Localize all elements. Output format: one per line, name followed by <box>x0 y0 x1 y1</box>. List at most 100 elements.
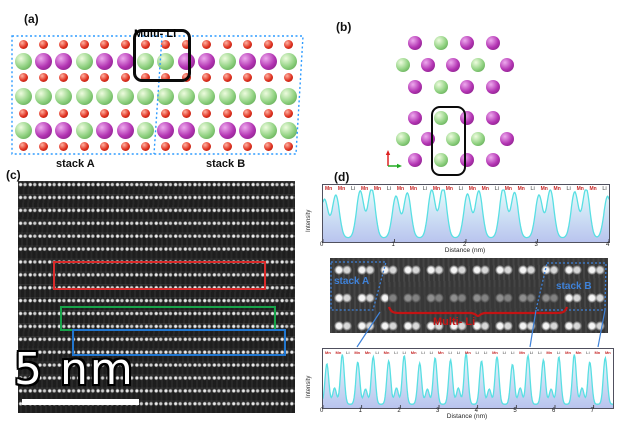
stack-a-label: stack A <box>56 158 95 170</box>
atom-o <box>283 141 293 151</box>
atom-li <box>434 36 448 50</box>
element-label-li: Li <box>394 350 398 355</box>
atom-mn <box>460 153 474 167</box>
atom-o <box>100 39 110 49</box>
atom-mn <box>239 52 257 70</box>
atom-o <box>120 108 130 118</box>
element-label-li: Li <box>346 350 350 355</box>
element-label-mn: Mn <box>360 186 369 192</box>
atom-o <box>222 72 232 82</box>
atom-o <box>59 108 69 118</box>
strip-stack-a-label: stack A <box>334 276 370 287</box>
atom-li <box>116 87 134 105</box>
element-label-mn: Mn <box>432 186 441 192</box>
atom-o <box>79 141 89 151</box>
element-label-li: Li <box>458 186 464 192</box>
x-tick-label: 5 <box>513 408 517 414</box>
atom-o <box>120 72 130 82</box>
atom-li <box>55 87 73 105</box>
element-label-mn: Mn <box>364 350 371 355</box>
blue-highlight-box <box>72 329 286 356</box>
atom-li <box>14 87 32 105</box>
element-label-mn: Mn <box>325 350 331 355</box>
atom-mn <box>177 121 195 139</box>
element-label-mn: Mn <box>565 350 571 355</box>
green-highlight-box <box>60 306 276 331</box>
element-label-li: Li <box>448 350 452 355</box>
atom-o <box>38 108 48 118</box>
atom-mn <box>96 121 114 139</box>
element-label-li: Li <box>494 186 500 192</box>
x-tick-label: 2 <box>397 408 401 414</box>
atom-mn <box>500 58 514 72</box>
atom-mn <box>116 121 134 139</box>
atom-o <box>38 141 48 151</box>
element-label-li: Li <box>510 350 515 355</box>
atom-li <box>177 87 195 105</box>
atom-o <box>202 72 212 82</box>
atom-mn <box>408 36 422 50</box>
atom-mn <box>55 52 73 70</box>
atom-mn <box>259 52 277 70</box>
atom-o <box>38 39 48 49</box>
element-label-mn: Mn <box>604 350 611 355</box>
atom-mn <box>486 153 500 167</box>
atom-mn <box>500 132 514 146</box>
red-highlight-box <box>53 261 266 290</box>
element-label-li: Li <box>602 186 607 192</box>
atom-o <box>79 72 89 82</box>
atom-mn <box>96 52 114 70</box>
atom-o <box>283 72 293 82</box>
atom-o <box>38 72 48 82</box>
li-column-highlight-box <box>431 106 466 176</box>
atom-o <box>181 108 191 118</box>
panel-d-label: (d) <box>334 170 350 184</box>
element-label-mn: Mn <box>594 350 601 355</box>
bottom-chart-ylabel: Intensity <box>306 375 312 398</box>
atom-li <box>14 121 32 139</box>
atom-li <box>14 52 32 70</box>
element-label-mn: Mn <box>540 186 548 192</box>
atom-li <box>279 52 297 70</box>
atom-o <box>263 141 273 151</box>
atom-li <box>279 87 297 105</box>
atom-mn <box>486 36 500 50</box>
atom-mn <box>34 121 52 139</box>
atom-li <box>34 87 52 105</box>
element-label-li: Li <box>502 350 507 355</box>
atom-o <box>243 39 253 49</box>
atom-li <box>434 153 448 167</box>
x-tick-label: 1 <box>358 408 362 414</box>
atom-o <box>202 39 212 49</box>
element-label-mn: Mn <box>445 186 453 192</box>
atom-mn <box>460 36 474 50</box>
atom-li <box>259 121 277 139</box>
element-labels-row: Mn Mn Li Mn Mn Li Mn Li Li Mn Li Li Mn Li Li Mn Li Li Mn Li… <box>323 349 613 357</box>
strip-stack-b-label: stack B <box>556 281 592 292</box>
element-label-mn: Mn <box>396 186 405 192</box>
atom-li <box>137 121 155 139</box>
element-label-li: Li <box>402 350 407 355</box>
atom-o <box>181 141 191 151</box>
atom-mn <box>55 121 73 139</box>
atom-mn <box>116 52 134 70</box>
element-label-mn: Mn <box>464 350 471 355</box>
element-label-mn: Mn <box>468 186 476 192</box>
atom-o <box>59 72 69 82</box>
x-tick-label: 4 <box>606 242 610 248</box>
scale-bar-label: 5 nm <box>14 344 135 395</box>
intensity-profile-top: Mn Mn Li Mn Mn Li Mn Mn Li Mn Mn Li Mn Mn Li Mn Mn Li Mn Mn… <box>322 184 610 243</box>
x-tick-label: 0 <box>320 408 324 414</box>
element-label-li: Li <box>530 186 535 192</box>
atom-li <box>279 121 297 139</box>
element-label-mn: Mn <box>373 186 382 192</box>
element-label-li: Li <box>556 350 561 355</box>
element-label-mn: Mn <box>383 350 390 355</box>
element-label-li: Li <box>538 350 542 355</box>
element-label-mn: Mn <box>325 186 333 192</box>
atom-o <box>161 108 171 118</box>
atom-o <box>243 108 253 118</box>
atom-o <box>263 39 273 49</box>
atom-o <box>100 141 110 151</box>
